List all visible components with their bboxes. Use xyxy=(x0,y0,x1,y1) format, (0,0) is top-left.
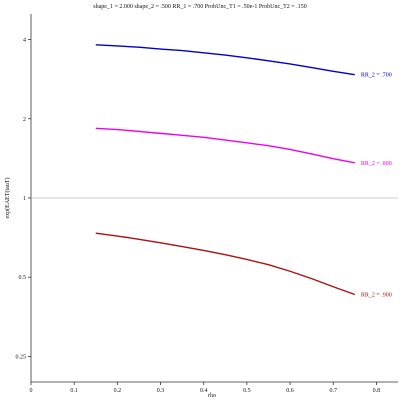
series-group: RR_2 = .700 RR_2 = .800 RR_2 = .900 xyxy=(95,44,392,298)
y-tick-label: 4 xyxy=(23,38,26,44)
y-ticks: 0.25 0.5 1 2 4 xyxy=(16,38,31,360)
x-tick-label: 0.5 xyxy=(243,388,251,394)
series-line-1 xyxy=(95,44,355,76)
x-tick-label: 0 xyxy=(30,388,33,394)
y-tick-label: 0.5 xyxy=(19,275,27,281)
x-tick-label: 0.3 xyxy=(157,388,165,394)
y-tick-label: 1 xyxy=(23,196,26,202)
x-tick-label: 0.2 xyxy=(114,388,122,394)
x-tick-label: 0.7 xyxy=(329,388,337,394)
series-label-2: RR_2 = .800 xyxy=(361,161,392,167)
x-tick-label: 0.8 xyxy=(373,388,381,394)
x-tick-label: 0.1 xyxy=(70,388,78,394)
series-line-2 xyxy=(95,127,355,164)
x-axis-label: rho xyxy=(208,393,216,399)
series-line-3 xyxy=(95,232,356,296)
x-tick-label: 0.4 xyxy=(200,388,208,394)
series-label-1: RR_2 = .700 xyxy=(361,73,392,79)
y-tick-label: 0.25 xyxy=(16,354,27,360)
y-tick-label: 2 xyxy=(23,117,26,123)
y-axis-label: exp(EAET(tauT) xyxy=(4,178,11,219)
chart-title: shape_1 = 2.000 shape_2 = .500 RR_1 = .7… xyxy=(93,4,306,10)
x-ticks: 0 0.1 0.2 0.3 0.4 0.5 0.6 0.7 0.8 xyxy=(30,382,381,394)
x-tick-label: 0.6 xyxy=(286,388,294,394)
series-label-3: RR_2 = .900 xyxy=(361,292,392,298)
